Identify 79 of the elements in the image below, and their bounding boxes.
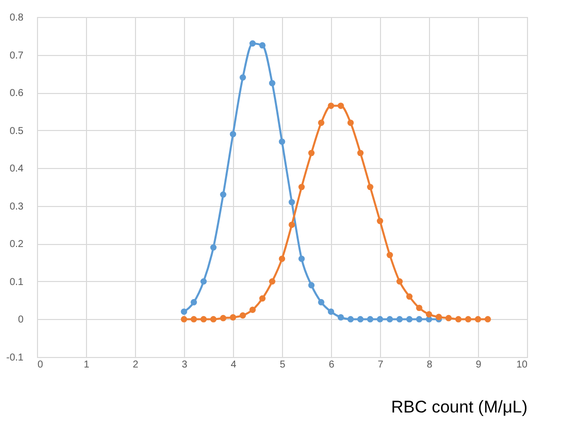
- point: [328, 102, 334, 109]
- point: [259, 42, 266, 48]
- point: [445, 314, 452, 322]
- point: [357, 316, 364, 322]
- point: [269, 80, 276, 86]
- point: [200, 278, 207, 285]
- y-tick-label: 0.3: [10, 201, 24, 212]
- x-axis-title: RBC count (M/μL): [391, 398, 528, 416]
- point: [406, 293, 413, 300]
- point: [338, 102, 344, 109]
- y-tick-label: 0.7: [10, 50, 24, 62]
- y-tick-label: 0.8: [10, 12, 24, 24]
- x-tick-label: 2: [132, 360, 139, 370]
- point: [200, 316, 207, 322]
- point: [288, 198, 295, 206]
- point: [240, 312, 246, 319]
- x-tick-label: 7: [378, 360, 384, 370]
- x-tick-label: 1: [84, 360, 90, 370]
- y-tick-label: 0.2: [10, 239, 24, 250]
- y-tick-label: 0.5: [10, 126, 24, 137]
- point: [240, 74, 246, 81]
- point: [278, 256, 286, 262]
- point: [455, 316, 462, 322]
- x-tick-label: 10: [516, 360, 528, 370]
- y-tick-label: -0.1: [6, 352, 24, 364]
- x-tick-label: 9: [476, 360, 482, 370]
- point: [426, 311, 432, 318]
- point: [269, 278, 276, 285]
- point: [484, 316, 491, 322]
- point: [288, 222, 295, 228]
- point: [436, 314, 442, 320]
- point: [298, 256, 305, 262]
- y-tick-label: 0.6: [10, 88, 24, 100]
- y-tick-label: 0.4: [10, 164, 24, 175]
- point: [318, 120, 324, 126]
- point: [249, 40, 256, 47]
- point: [406, 316, 413, 322]
- point: [474, 316, 482, 322]
- point: [338, 314, 344, 320]
- point: [230, 130, 236, 138]
- point: [396, 316, 403, 322]
- point: [396, 278, 403, 285]
- point: [259, 295, 266, 302]
- point: [210, 244, 217, 251]
- point: [230, 314, 236, 320]
- point: [367, 316, 374, 322]
- point: [357, 150, 364, 156]
- point: [416, 316, 422, 322]
- point: [220, 314, 226, 322]
- point: [308, 150, 315, 156]
- point: [318, 299, 324, 306]
- x-tick-label: 5: [280, 360, 286, 370]
- point: [347, 316, 354, 322]
- point: [180, 308, 188, 315]
- point: [386, 316, 393, 322]
- point: [416, 304, 422, 312]
- point: [249, 306, 256, 313]
- point: [328, 308, 334, 315]
- x-tick-label: 3: [182, 360, 188, 370]
- point: [347, 120, 354, 126]
- point: [180, 316, 188, 322]
- point: [376, 218, 384, 224]
- point: [386, 252, 393, 258]
- point: [278, 138, 286, 145]
- y-tick-label: 0: [18, 314, 24, 326]
- point: [376, 316, 384, 322]
- x-tick-label: 8: [426, 360, 433, 370]
- x-tick-label: 6: [328, 360, 335, 370]
- point: [190, 316, 197, 322]
- point: [190, 299, 197, 306]
- y-tick-label: 0.1: [10, 276, 24, 288]
- point: [298, 184, 305, 190]
- point: [220, 191, 226, 198]
- x-tick-label: 4: [230, 360, 237, 370]
- x-tick-label: 0: [38, 360, 44, 370]
- point: [308, 282, 315, 288]
- point: [210, 316, 217, 322]
- point: [465, 316, 472, 322]
- point: [367, 184, 374, 190]
